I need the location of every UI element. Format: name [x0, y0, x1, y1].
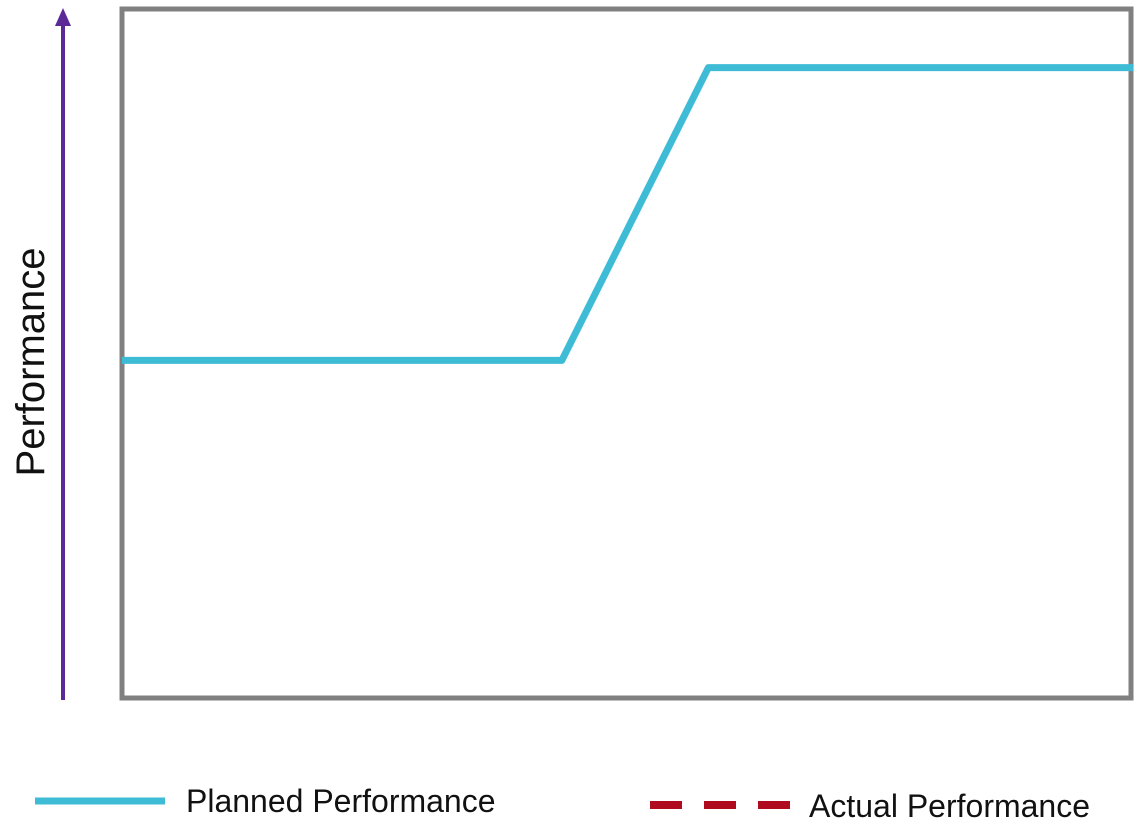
legend: Planned Performance Actual Performance: [35, 783, 1090, 824]
y-axis-arrow-head: [55, 8, 71, 26]
legend-planned-label: Planned Performance: [186, 783, 496, 819]
series-line-0: [122, 64, 1133, 364]
series-layer: [122, 64, 1133, 364]
legend-actual-label: Actual Performance: [809, 788, 1090, 824]
y-axis-title: Performance: [9, 248, 53, 477]
plot-frame: [119, 6, 1134, 701]
